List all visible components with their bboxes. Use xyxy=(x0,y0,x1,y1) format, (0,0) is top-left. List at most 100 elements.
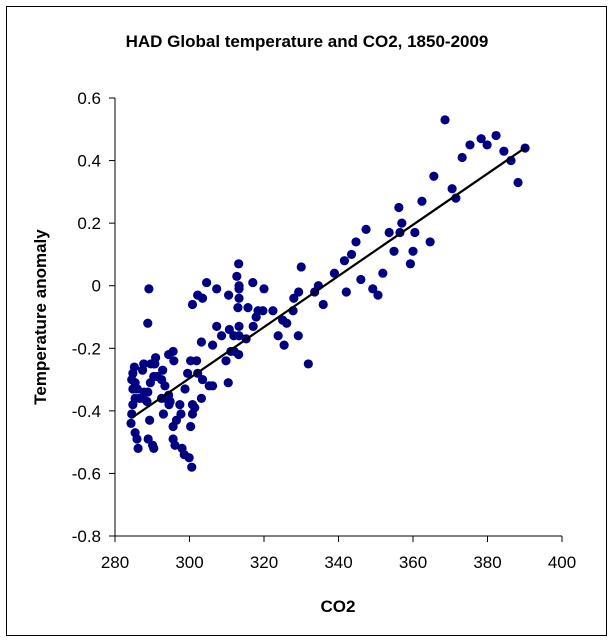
data-point xyxy=(294,287,304,297)
x-axis-label: CO2 xyxy=(321,597,356,616)
data-point xyxy=(389,246,399,256)
x-tick-label: 280 xyxy=(101,553,129,572)
chart-frame xyxy=(6,6,607,636)
data-point xyxy=(187,462,197,472)
data-point xyxy=(175,400,185,410)
data-point xyxy=(394,202,404,213)
data-point xyxy=(207,381,218,391)
x-tick-label: 400 xyxy=(548,553,576,572)
data-point xyxy=(180,384,190,394)
data-point xyxy=(303,359,313,369)
data-point xyxy=(373,290,383,300)
y-tick-label: 0.4 xyxy=(77,152,101,171)
data-point xyxy=(212,284,222,294)
data-point xyxy=(273,331,283,341)
data-point xyxy=(158,409,169,419)
data-point xyxy=(482,140,492,150)
data-point xyxy=(128,384,138,394)
data-point xyxy=(145,415,155,425)
data-point xyxy=(187,409,198,419)
data-point xyxy=(258,306,268,316)
data-point xyxy=(346,249,357,260)
data-point xyxy=(378,268,388,278)
data-point xyxy=(234,259,244,269)
data-point xyxy=(143,318,153,328)
data-point xyxy=(171,415,182,425)
data-point xyxy=(164,349,174,360)
data-point xyxy=(186,356,196,366)
data-point xyxy=(243,303,253,313)
data-point xyxy=(149,443,159,453)
data-point xyxy=(234,284,244,294)
data-point xyxy=(232,271,242,281)
data-point xyxy=(170,440,180,450)
data-point xyxy=(465,140,475,150)
data-point xyxy=(447,184,457,194)
chart-title: HAD Global temperature and CO2, 1850-200… xyxy=(126,32,489,51)
data-point xyxy=(216,331,227,341)
data-point xyxy=(152,371,163,382)
data-point xyxy=(234,349,244,360)
trendline xyxy=(132,147,526,419)
data-point xyxy=(282,318,292,328)
data-point xyxy=(133,443,143,453)
y-tick-label: 0.2 xyxy=(77,214,101,233)
data-point xyxy=(356,274,366,285)
data-point xyxy=(499,146,509,156)
x-tick-label: 300 xyxy=(175,553,203,572)
data-point xyxy=(289,293,299,303)
y-tick-label: -0.2 xyxy=(72,339,101,358)
data-point xyxy=(142,396,152,407)
y-tick-label: 0 xyxy=(92,277,101,296)
data-point xyxy=(202,277,212,288)
data-point xyxy=(234,321,244,331)
data-point xyxy=(158,365,168,375)
data-point xyxy=(187,299,198,310)
data-point xyxy=(251,312,261,322)
data-point xyxy=(126,418,136,428)
data-point xyxy=(233,303,243,313)
data-point xyxy=(137,365,148,375)
data-point xyxy=(212,321,222,331)
data-point xyxy=(187,400,198,410)
data-point xyxy=(139,387,149,397)
data-point xyxy=(339,256,350,266)
data-point xyxy=(128,400,138,410)
data-point xyxy=(248,277,258,288)
y-tick-label: 0.6 xyxy=(77,89,101,108)
x-tick-label: 360 xyxy=(399,553,427,572)
data-point xyxy=(183,368,193,378)
data-point xyxy=(221,356,231,366)
data-point xyxy=(341,287,351,297)
data-point xyxy=(293,331,303,341)
x-tick-label: 340 xyxy=(324,553,352,572)
data-point xyxy=(513,177,523,188)
x-tick-label: 380 xyxy=(473,553,501,572)
data-point xyxy=(224,290,234,300)
data-point xyxy=(408,246,418,256)
data-point xyxy=(145,378,155,388)
data-point xyxy=(405,259,415,269)
points-layer xyxy=(126,115,530,472)
data-point xyxy=(193,290,203,300)
data-point xyxy=(457,152,467,163)
data-point xyxy=(368,284,378,294)
data-point xyxy=(150,359,160,369)
y-tick-label: -0.4 xyxy=(72,402,101,421)
data-point xyxy=(186,421,196,432)
data-point xyxy=(127,374,137,385)
data-point xyxy=(169,356,179,366)
data-point xyxy=(361,224,371,234)
data-point xyxy=(132,434,142,444)
data-point xyxy=(196,337,207,347)
data-point xyxy=(223,378,233,388)
y-tick-label: -0.6 xyxy=(72,464,101,483)
data-point xyxy=(279,340,289,350)
data-point xyxy=(207,340,218,350)
data-point xyxy=(144,284,154,294)
data-point xyxy=(296,262,306,272)
data-point xyxy=(196,393,207,403)
data-point xyxy=(234,331,244,341)
trendline-layer xyxy=(132,147,526,419)
